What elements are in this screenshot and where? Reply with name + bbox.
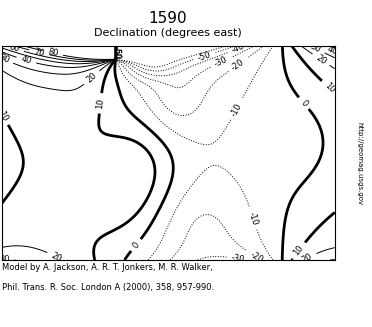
Text: -30: -30 <box>213 55 229 69</box>
Text: 50: 50 <box>111 48 120 59</box>
Text: 20: 20 <box>49 251 63 264</box>
Text: 20: 20 <box>85 71 99 84</box>
Text: 30: 30 <box>0 255 10 264</box>
Text: 10: 10 <box>96 98 106 109</box>
Text: 10: 10 <box>323 81 336 95</box>
Text: -50: -50 <box>197 50 212 62</box>
Text: 20: 20 <box>314 53 328 66</box>
Text: 30: 30 <box>309 42 322 55</box>
Text: -60: -60 <box>111 46 121 60</box>
Text: -10: -10 <box>247 211 260 226</box>
Text: Declination (degrees east): Declination (degrees east) <box>93 28 241 38</box>
Text: -20: -20 <box>230 57 246 72</box>
Text: 0: 0 <box>131 240 141 250</box>
Text: -20: -20 <box>248 250 265 264</box>
Text: -30: -30 <box>231 253 246 265</box>
Text: Model by A. Jackson, A. R. T. Jonkers, M. R. Walker,: Model by A. Jackson, A. R. T. Jonkers, M… <box>2 263 213 272</box>
Text: -10: -10 <box>229 101 243 117</box>
Text: 60: 60 <box>7 43 20 54</box>
Text: 10: 10 <box>0 109 9 123</box>
Text: 40: 40 <box>20 55 33 66</box>
Text: 40: 40 <box>326 44 339 57</box>
Text: 30: 30 <box>0 53 10 65</box>
Text: 10: 10 <box>292 244 305 257</box>
Text: 0: 0 <box>299 98 309 108</box>
Text: 20: 20 <box>301 251 314 264</box>
Text: 70: 70 <box>33 47 45 58</box>
Text: Phil. Trans. R. Soc. London A (2000), 358, 957-990.: Phil. Trans. R. Soc. London A (2000), 35… <box>2 283 214 292</box>
Text: 80: 80 <box>46 47 59 59</box>
Text: 1590: 1590 <box>148 11 187 26</box>
Text: http://geomag.usgs.gov: http://geomag.usgs.gov <box>356 122 362 205</box>
Text: -40: -40 <box>231 42 246 55</box>
